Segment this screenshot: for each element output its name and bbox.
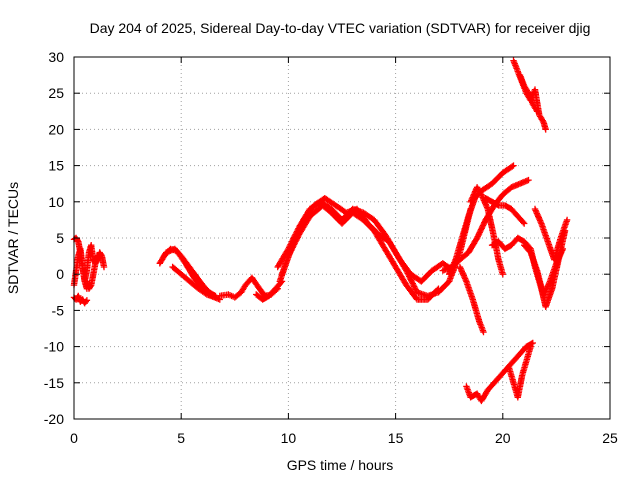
series-track-21 [463, 339, 536, 405]
x-tick-label: 20 [495, 430, 511, 446]
series-track-15 [456, 263, 487, 336]
series-track-4 [83, 252, 101, 292]
y-tick-label: 5 [56, 230, 64, 246]
y-tick-label: 25 [48, 85, 64, 101]
data-points-track-21 [463, 339, 536, 405]
data-points-track-7 [169, 263, 219, 301]
series-track-10 [274, 198, 474, 300]
series-track-24 [516, 71, 541, 115]
series-track-12 [278, 195, 457, 285]
data-points-track-24 [516, 71, 541, 115]
data-points-track-20 [531, 205, 571, 263]
x-tick-label: 5 [177, 430, 185, 446]
tick-labels: 0 5 10 15 20 25 -20 -15 -10 -5 0 5 10 15 20 25 30 [44, 49, 618, 446]
x-tick-label: 25 [602, 430, 618, 446]
data-points-track-15 [456, 263, 487, 336]
series-track-7 [169, 263, 219, 301]
series-track-17 [482, 195, 528, 227]
series-track-20 [531, 205, 571, 263]
data-points-track-22 [506, 343, 534, 401]
data-points-track-12 [278, 195, 457, 285]
y-tick-label: 0 [56, 266, 64, 282]
y-tick-label: 15 [48, 158, 64, 174]
y-tick-label: -10 [44, 339, 64, 355]
axis-ticks [73, 56, 611, 420]
series-track-8 [216, 274, 281, 301]
data-points-track-8 [216, 274, 281, 301]
y-tick-label: -20 [44, 411, 64, 427]
y-tick-label: 20 [48, 121, 64, 137]
x-tick-label: 10 [281, 430, 297, 446]
chart-title: Day 204 of 2025, Sidereal Day-to-day VTE… [90, 20, 591, 36]
series-track-22 [506, 343, 534, 401]
data-points-track-19 [521, 242, 566, 300]
x-tick-label: 15 [388, 430, 404, 446]
y-tick-label: -15 [44, 375, 64, 391]
y-axis-title: SDTVAR / TECUs [5, 182, 21, 294]
series-track-16 [467, 184, 506, 278]
y-tick-label: 30 [48, 49, 64, 65]
x-axis-title: GPS time / hours [287, 457, 394, 473]
y-tick-label: 10 [48, 194, 64, 210]
x-tick-label: 0 [70, 430, 78, 446]
data-points-track-4 [83, 252, 101, 292]
data-points-track-16 [467, 184, 506, 278]
series-track-19 [521, 242, 566, 300]
data-points-track-17 [482, 195, 528, 227]
data-marks [70, 57, 571, 405]
grid-lines [74, 57, 610, 419]
data-points-track-10 [274, 198, 474, 300]
y-tick-label: -5 [52, 302, 65, 318]
